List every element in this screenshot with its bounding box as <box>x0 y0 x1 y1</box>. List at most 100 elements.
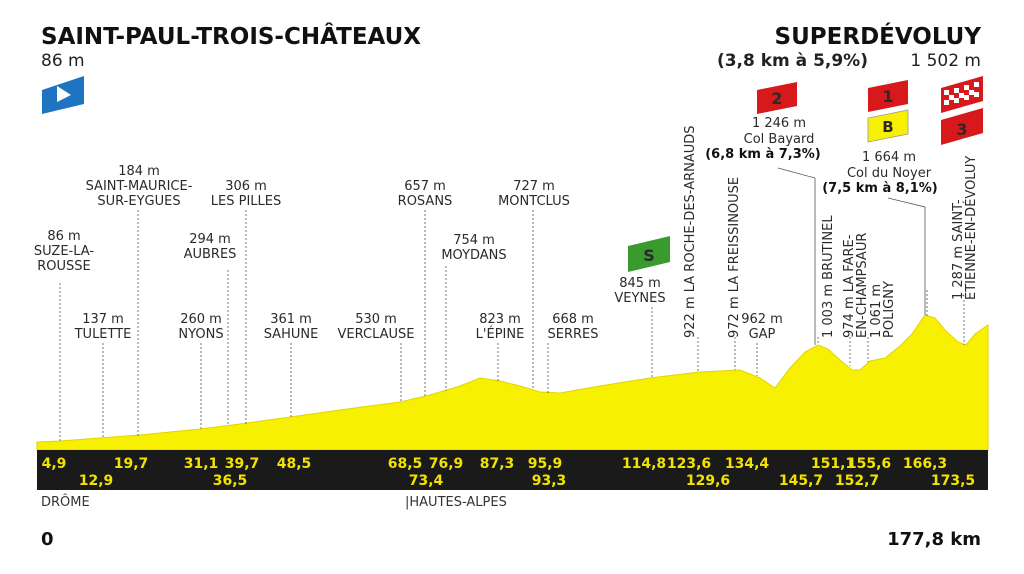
km-mark-top: 114,8 <box>622 456 666 472</box>
category-3-badge-icon: 3 <box>941 108 983 145</box>
vertical-waypoint-poligny2: POLIGNY <box>882 281 897 338</box>
vertical-waypoint-stet2: ÉTIENNE-EN-DÉVOLUY <box>963 156 979 300</box>
km-band <box>37 450 988 490</box>
waypoint-aubres-line-0: 294 m <box>189 232 231 247</box>
km-mark-top: 68,5 <box>388 456 423 472</box>
km-mark-top: 76,9 <box>429 456 464 472</box>
waypoint-saint-maurice-line-0: 184 m <box>118 164 160 179</box>
waypoint-moydans-line-1: MOYDANS <box>441 248 506 263</box>
waypoint-sahune-line-1: SAHUNE <box>264 327 319 342</box>
waypoint-veynes-line-0: 845 m <box>619 276 661 291</box>
category-2-badge-icon: 2 <box>757 82 797 114</box>
waypoint-tulette-line-1: TULETTE <box>74 327 132 342</box>
bonus-badge-icon: B <box>867 109 909 143</box>
waypoint-gap-line-0: 962 m <box>741 312 783 327</box>
waypoint-gap-line-1: GAP <box>749 327 776 342</box>
waypoint-nyons-line-1: NYONS <box>178 327 223 342</box>
km-mark-top: 166,3 <box>903 456 947 472</box>
vertical-waypoint-stet1: 1 287 m SAINT- <box>951 199 966 300</box>
category-3-text: 3 <box>956 120 967 139</box>
km-mark-top: 19,7 <box>114 456 149 472</box>
profile-area <box>36 314 989 451</box>
km-mark-top: 4,9 <box>42 456 67 472</box>
waypoint-serres-line-0: 668 m <box>552 312 594 327</box>
department-hautes-alpes: |HAUTES-ALPES <box>405 495 507 510</box>
bonus-text: B <box>882 118 893 136</box>
finish-climb: (3,8 km à 5,9%) <box>717 51 868 71</box>
waypoint-lepine-line-0: 823 m <box>479 312 521 327</box>
waypoint-verclause-line-1: VERCLAUSE <box>338 327 415 342</box>
km-mark-bottom: 12,9 <box>79 473 114 489</box>
waypoint-sahune-line-0: 361 m <box>270 312 312 327</box>
category-1-badge-icon: 1 <box>868 80 908 112</box>
finish-checkered-flag-icon <box>941 76 983 113</box>
sprint-badge-icon: S <box>628 236 670 272</box>
km-mark-top: 31,1 <box>184 456 219 472</box>
waypoint-montclus-line-0: 727 m <box>513 179 555 194</box>
sprint-text: S <box>643 246 655 265</box>
km-mark-bottom: 173,5 <box>931 473 975 489</box>
leader-lines <box>59 210 965 441</box>
waypoint-les-pilles-line-0: 306 m <box>225 179 267 194</box>
waypoint-rosans-line-1: ROSANS <box>398 194 453 209</box>
axis-end: 177,8 km <box>887 529 981 550</box>
km-mark-bottom: 93,3 <box>532 473 567 489</box>
waypoint-moydans-line-0: 754 m <box>453 233 495 248</box>
waypoint-saint-maurice-line-2: SUR-EYGUES <box>97 194 180 209</box>
department-drome: DRÔME <box>41 494 90 510</box>
waypoint-verclause-line-0: 530 m <box>355 312 397 327</box>
col-bayard-leader <box>777 167 816 345</box>
vertical-waypoint-fare1: 974 m LA FARE- <box>842 234 857 338</box>
km-mark-bottom: 152,7 <box>835 473 879 489</box>
km-marks: 4,9 19,7 31,1 39,7 48,5 68,5 76,9 87,3 95,9 114,8… <box>42 456 976 489</box>
finish-name: SUPERDÉVOLUY <box>775 22 982 50</box>
start-altitude: 86 m <box>41 51 85 71</box>
finish-altitude: 1 502 m <box>910 51 981 71</box>
axis-start: 0 <box>41 529 54 550</box>
km-mark-bottom: 145,7 <box>779 473 823 489</box>
waypoint-suze-line-2: ROUSSE <box>37 259 91 274</box>
col-du-noyer-detail: (7,5 km à 8,1%) <box>822 181 938 196</box>
col-du-noyer-altitude: 1 664 m <box>862 150 916 165</box>
vertical-waypoint-freissinouse: 972 m LA FREISSINOUSE <box>727 177 742 338</box>
waypoint-lepine-line-1: L'ÉPINE <box>476 326 525 342</box>
km-mark-top: 123,6 <box>667 456 711 472</box>
col-du-noyer-label: 1 664 m Col du Noyer (7,5 km à 8,1%) <box>822 150 938 196</box>
waypoint-saint-maurice-line-1: SAINT-MAURICE- <box>86 179 193 194</box>
waypoint-les-pilles-line-1: LES PILLES <box>211 194 281 209</box>
category-2-text: 2 <box>771 89 782 108</box>
waypoint-suze-line-0: 86 m <box>47 229 80 244</box>
col-bayard-label: 1 246 m Col Bayard (6,8 km à 7,3%) <box>705 116 821 162</box>
start-flag-icon <box>42 76 84 114</box>
km-mark-top: 134,4 <box>725 456 770 472</box>
km-mark-top: 39,7 <box>225 456 260 472</box>
vertical-waypoint-poligny1: 1 061 m <box>869 284 884 338</box>
km-mark-top: 155,6 <box>847 456 891 472</box>
waypoint-montclus-line-1: MONTCLUS <box>498 194 570 209</box>
waypoint-serres-line-1: SERRES <box>548 327 599 342</box>
col-du-noyer-name: Col du Noyer <box>847 166 932 181</box>
waypoint-rosans-line-0: 657 m <box>404 179 446 194</box>
col-bayard-detail: (6,8 km à 7,3%) <box>705 147 821 162</box>
km-mark-top: 151,1 <box>811 456 855 472</box>
km-mark-bottom: 36,5 <box>213 473 248 489</box>
col-du-noyer-leader <box>887 197 926 315</box>
waypoint-veynes-line-1: VEYNES <box>614 291 665 306</box>
start-name: SAINT-PAUL-TROIS-CHÂTEAUX <box>41 22 421 50</box>
waypoint-suze-line-1: SUZE-LA- <box>34 244 94 259</box>
category-1-text: 1 <box>882 87 893 106</box>
km-mark-bottom: 73,4 <box>409 473 444 489</box>
vertical-waypoint-roche: 922 m LA ROCHE-DES-ARNAUDS <box>683 125 698 338</box>
col-bayard-name: Col Bayard <box>744 132 815 147</box>
waypoint-nyons-line-0: 260 m <box>180 312 222 327</box>
vertical-waypoint-labels: 922 m LA ROCHE-DES-ARNAUDS 972 m LA FREIS… <box>683 125 979 338</box>
km-mark-top: 48,5 <box>277 456 312 472</box>
vertical-waypoint-brutinel: 1 003 m BRUTINEL <box>821 215 836 338</box>
km-mark-bottom: 129,6 <box>686 473 730 489</box>
km-mark-top: 95,9 <box>528 456 563 472</box>
waypoint-aubres-line-1: AUBRES <box>184 247 237 262</box>
vertical-waypoint-fare2: EN-CHAMPSAUR <box>855 233 870 338</box>
